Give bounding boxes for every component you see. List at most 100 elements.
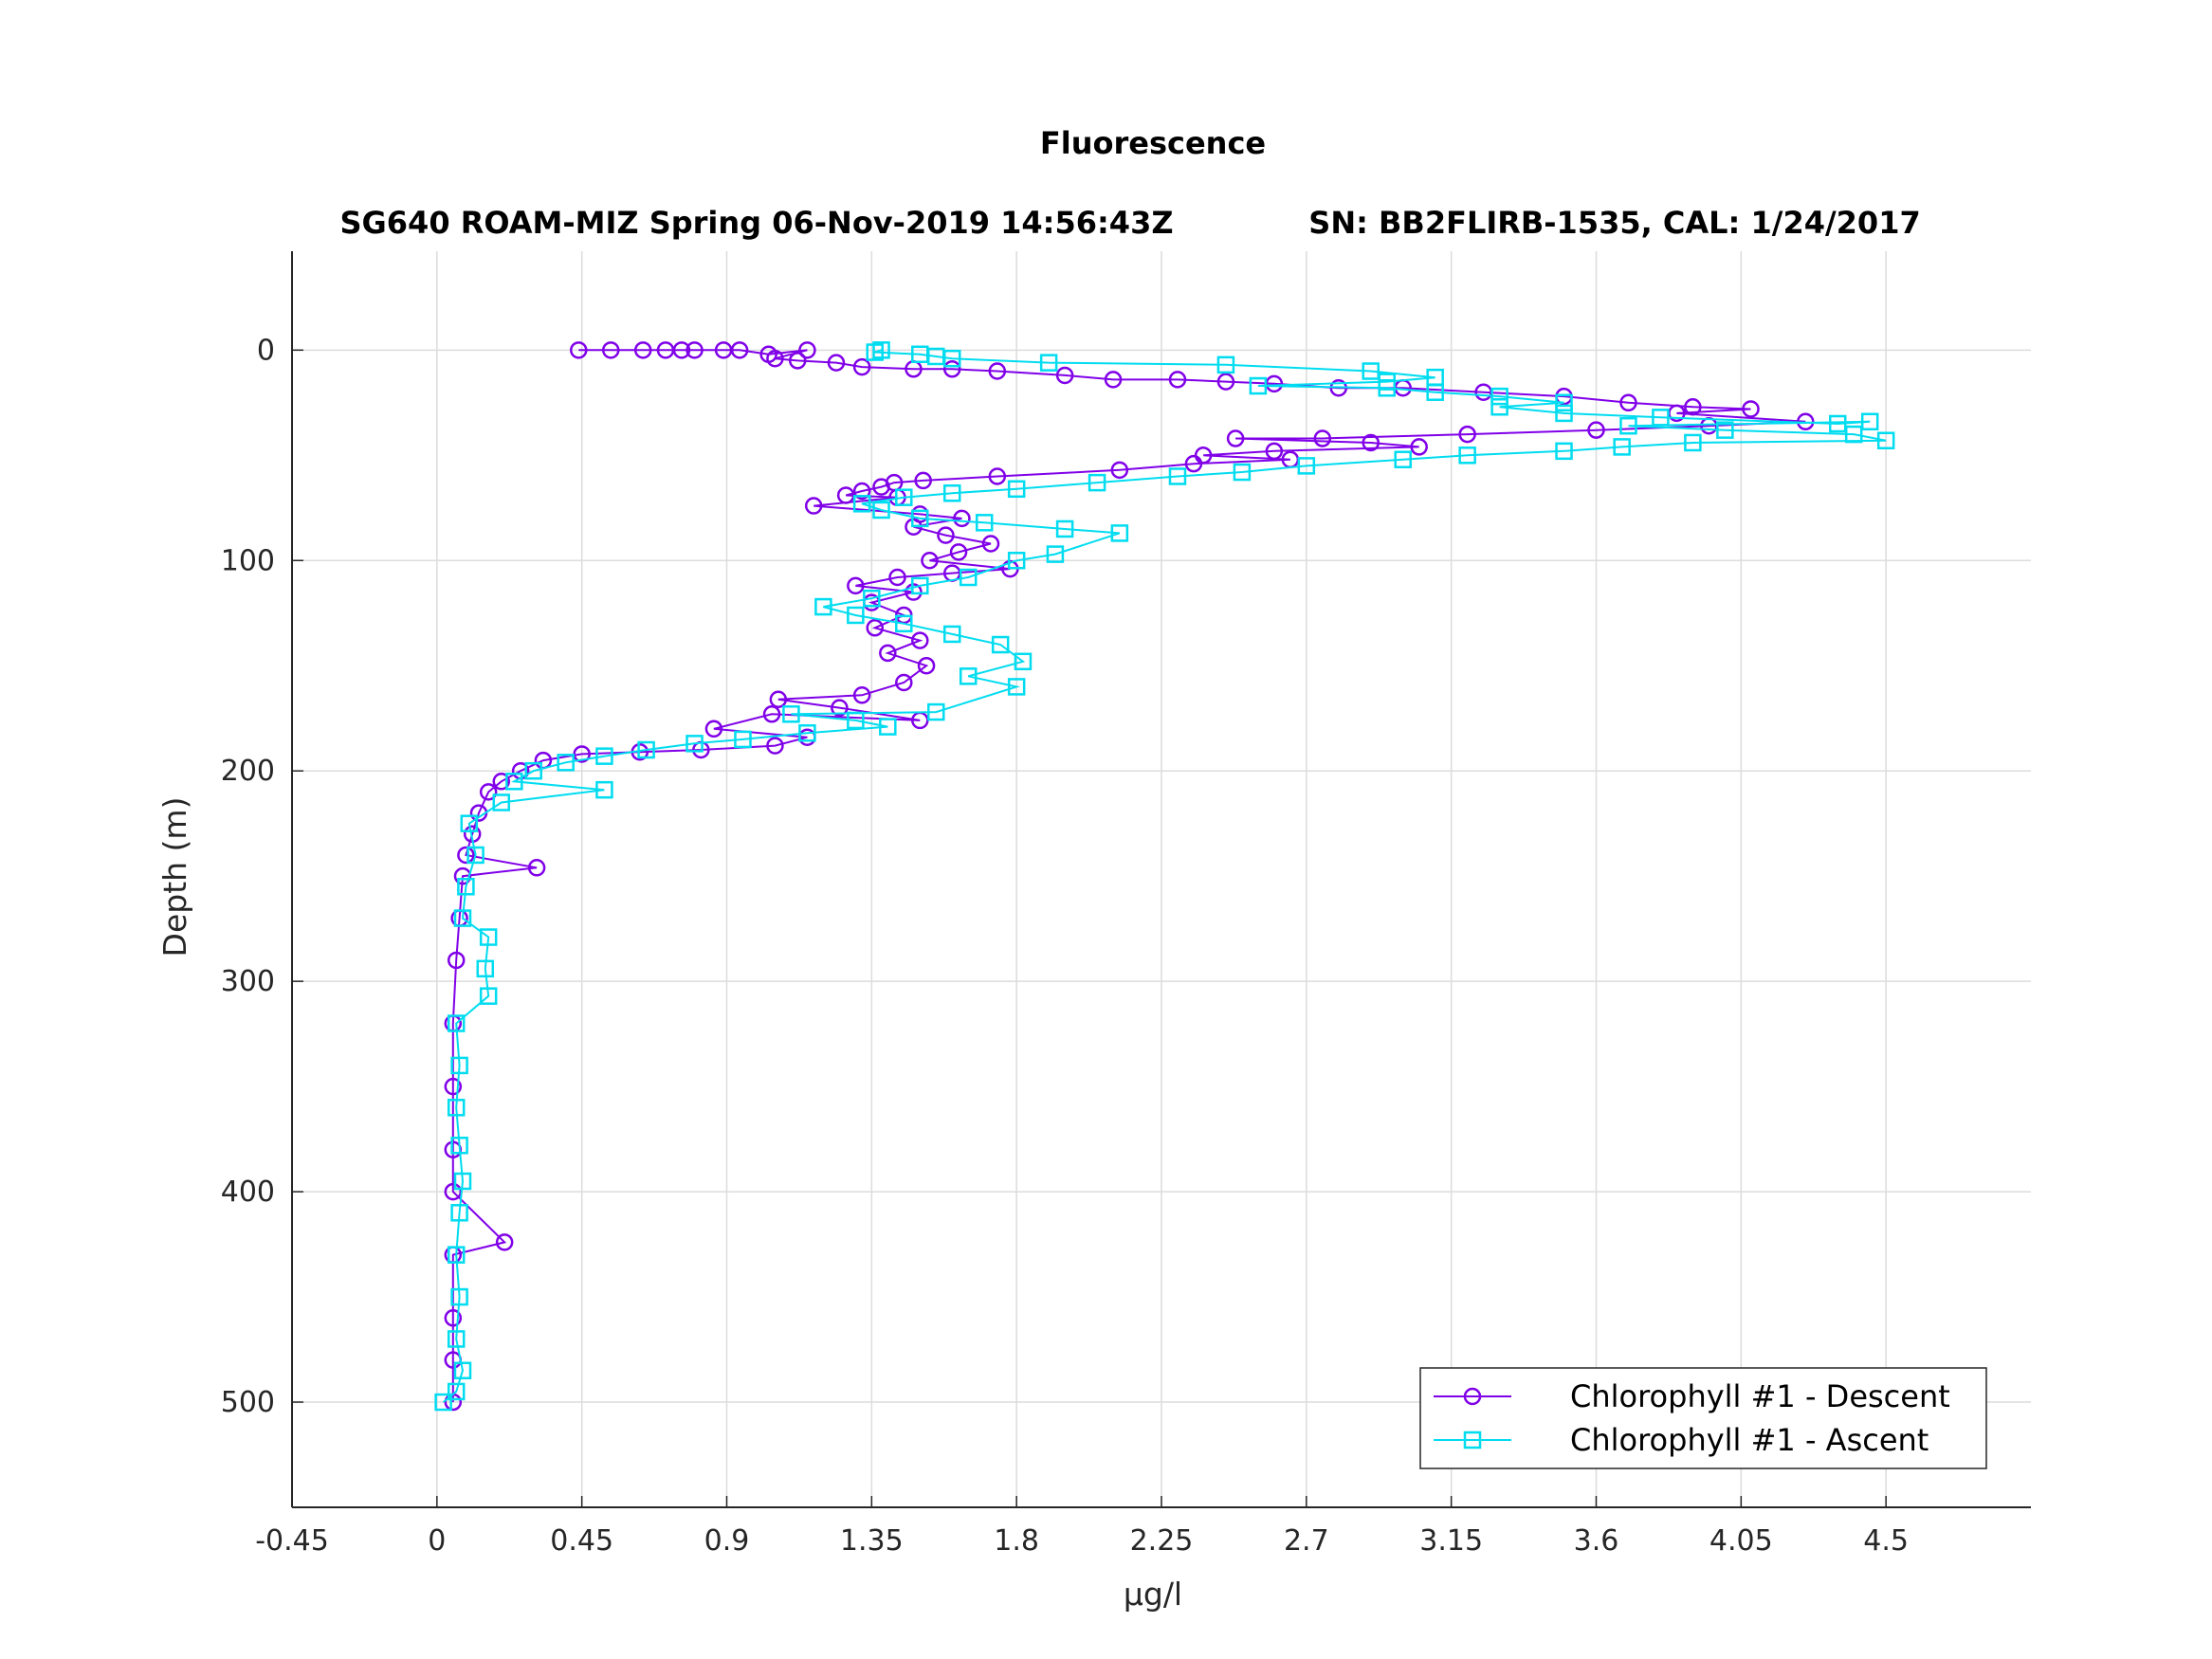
data-point — [988, 362, 1007, 380]
x-tick-label: 1.35 — [840, 1524, 904, 1558]
data-point — [1216, 373, 1235, 391]
data-point — [953, 509, 971, 528]
data-point — [766, 349, 784, 368]
data-point — [847, 711, 865, 730]
data-point — [988, 467, 1007, 485]
data-point — [1039, 354, 1058, 372]
data-point — [1088, 473, 1106, 492]
data-point — [959, 667, 978, 685]
y-tick-label: 500 — [221, 1386, 275, 1419]
data-point — [460, 814, 479, 832]
data-point — [450, 1287, 468, 1306]
data-point — [788, 352, 807, 370]
legend-entry-label: Chlorophyll #1 - Descent — [1570, 1378, 1950, 1414]
data-point — [1684, 397, 1702, 416]
data-point — [911, 631, 929, 649]
data-point — [450, 1204, 468, 1222]
data-point — [959, 568, 978, 587]
data-point — [879, 644, 897, 663]
data-point — [1613, 438, 1631, 456]
y-tick-label: 300 — [221, 965, 275, 998]
data-point — [927, 702, 945, 721]
legend: Chlorophyll #1 - Descent Chlorophyll #1 -… — [1419, 1367, 1987, 1469]
data-point — [1828, 414, 1847, 433]
x-tick-label: 3.15 — [1419, 1524, 1483, 1558]
series-line — [451, 349, 1806, 1402]
y-axis-label: Depth (m) — [156, 797, 193, 957]
data-point — [1055, 520, 1074, 538]
data-point — [734, 730, 752, 749]
data-point — [1184, 454, 1203, 473]
data-point — [872, 478, 890, 496]
data-point — [917, 656, 936, 675]
data-point — [1684, 433, 1702, 452]
data-point — [447, 1014, 466, 1032]
data-point — [872, 501, 890, 520]
data-point — [453, 1172, 472, 1191]
data-point — [798, 341, 816, 359]
data-point — [1555, 404, 1573, 423]
data-point — [476, 959, 495, 978]
x-tick-label: 0.45 — [550, 1524, 613, 1558]
data-point — [991, 635, 1010, 654]
data-point — [769, 690, 788, 708]
data-point — [1249, 376, 1268, 395]
data-point — [453, 866, 472, 885]
data-point — [949, 543, 968, 561]
data-point — [831, 699, 849, 717]
axes — [291, 251, 2031, 1508]
y-tick-label: 400 — [221, 1176, 275, 1209]
data-point — [1104, 371, 1123, 389]
data-point — [1216, 356, 1235, 374]
chart-title: Fluorescence — [1040, 125, 1266, 161]
data-point — [895, 614, 913, 633]
data-point — [895, 673, 913, 692]
data-point — [1394, 450, 1412, 468]
data-point — [672, 341, 691, 359]
data-point — [444, 1077, 463, 1096]
data-point — [814, 597, 832, 616]
data-point — [1265, 442, 1284, 461]
data-point — [804, 497, 823, 515]
tick-labels: -0.45 0 0.45 0.9 1.35 1.8 2.25 2.7 3.15 3.6 4.05 4.… — [221, 334, 1909, 1558]
data-point — [1490, 387, 1508, 406]
data-point — [1458, 425, 1476, 444]
data-point — [1619, 416, 1637, 435]
data-point — [1844, 425, 1863, 444]
data-point — [730, 341, 749, 359]
data-point — [1742, 400, 1760, 418]
legend-marker — [1463, 1387, 1482, 1406]
x-tick-label: 4.5 — [1863, 1524, 1909, 1558]
chart-subtitle-right: SN: BB2FLIRB-1535, CAL: 1/24/2017 — [1308, 205, 1920, 241]
data-point — [1619, 393, 1637, 412]
data-point — [1313, 429, 1332, 447]
data-point — [872, 341, 890, 359]
data-point — [1410, 438, 1428, 456]
data-point — [1233, 463, 1252, 482]
data-point — [492, 773, 511, 791]
data-point — [1652, 409, 1670, 427]
data-point — [453, 1361, 472, 1379]
data-point — [527, 859, 546, 877]
data-point — [1555, 442, 1573, 461]
data-point — [914, 471, 932, 490]
data-point — [1426, 368, 1444, 387]
data-point — [479, 928, 498, 946]
data-point — [1555, 393, 1573, 412]
data-point — [852, 357, 871, 376]
data-point — [447, 1330, 466, 1348]
data-point — [1014, 652, 1033, 671]
data-point — [847, 606, 865, 625]
chart-subtitle-left: SG640 ROAM-MIZ Spring 06-Nov-2019 14:56:… — [339, 205, 1173, 241]
data-point — [557, 754, 575, 772]
data-point — [911, 509, 929, 528]
data-point — [492, 793, 511, 811]
data-point — [888, 568, 906, 587]
data-point — [457, 878, 475, 896]
data-point — [450, 1137, 468, 1155]
legend-entry-label: Chlorophyll #1 - Ascent — [1570, 1422, 1929, 1458]
data-point — [942, 483, 961, 502]
x-tick-label: 4.05 — [1709, 1524, 1773, 1558]
x-axis-label: μg/l — [1124, 1576, 1182, 1613]
data-point — [1716, 421, 1734, 439]
